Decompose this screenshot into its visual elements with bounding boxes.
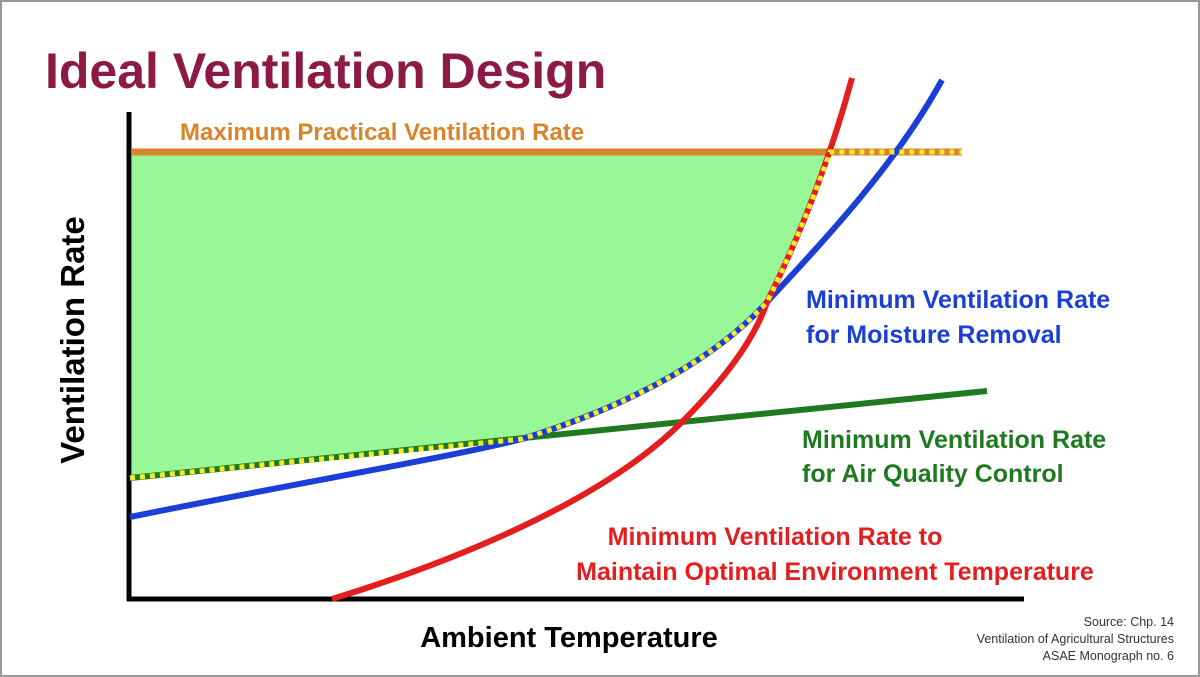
source-line3: ASAE Monograph no. 6 <box>1043 649 1174 663</box>
moisture-rate-label-line1: Minimum Ventilation Rate <box>806 286 1110 314</box>
ideal-region-boundary <box>129 149 962 481</box>
source-line2: Ventilation of Agricultural Structures <box>977 632 1174 646</box>
temperature-rate-label-line2: Maintain Optimal Environment Temperature <box>576 558 1094 586</box>
air-quality-rate-label-line2: for Air Quality Control <box>802 460 1064 488</box>
air-quality-rate-label-line1: Minimum Ventilation Rate <box>802 426 1106 454</box>
x-axis-label: Ambient Temperature <box>420 622 718 654</box>
source-line1: Source: Chp. 14 <box>1084 615 1174 629</box>
moisture-rate-label-line2: for Moisture Removal <box>806 321 1062 349</box>
y-axis-label: Ventilation Rate <box>54 216 91 464</box>
diagram-title: Ideal Ventilation Design <box>45 43 606 99</box>
temperature-rate-label-line1: Minimum Ventilation Rate to <box>608 523 943 551</box>
max-practical-rate-label: Maximum Practical Ventilation Rate <box>180 119 584 146</box>
ideal-ventilation-region <box>132 155 830 478</box>
